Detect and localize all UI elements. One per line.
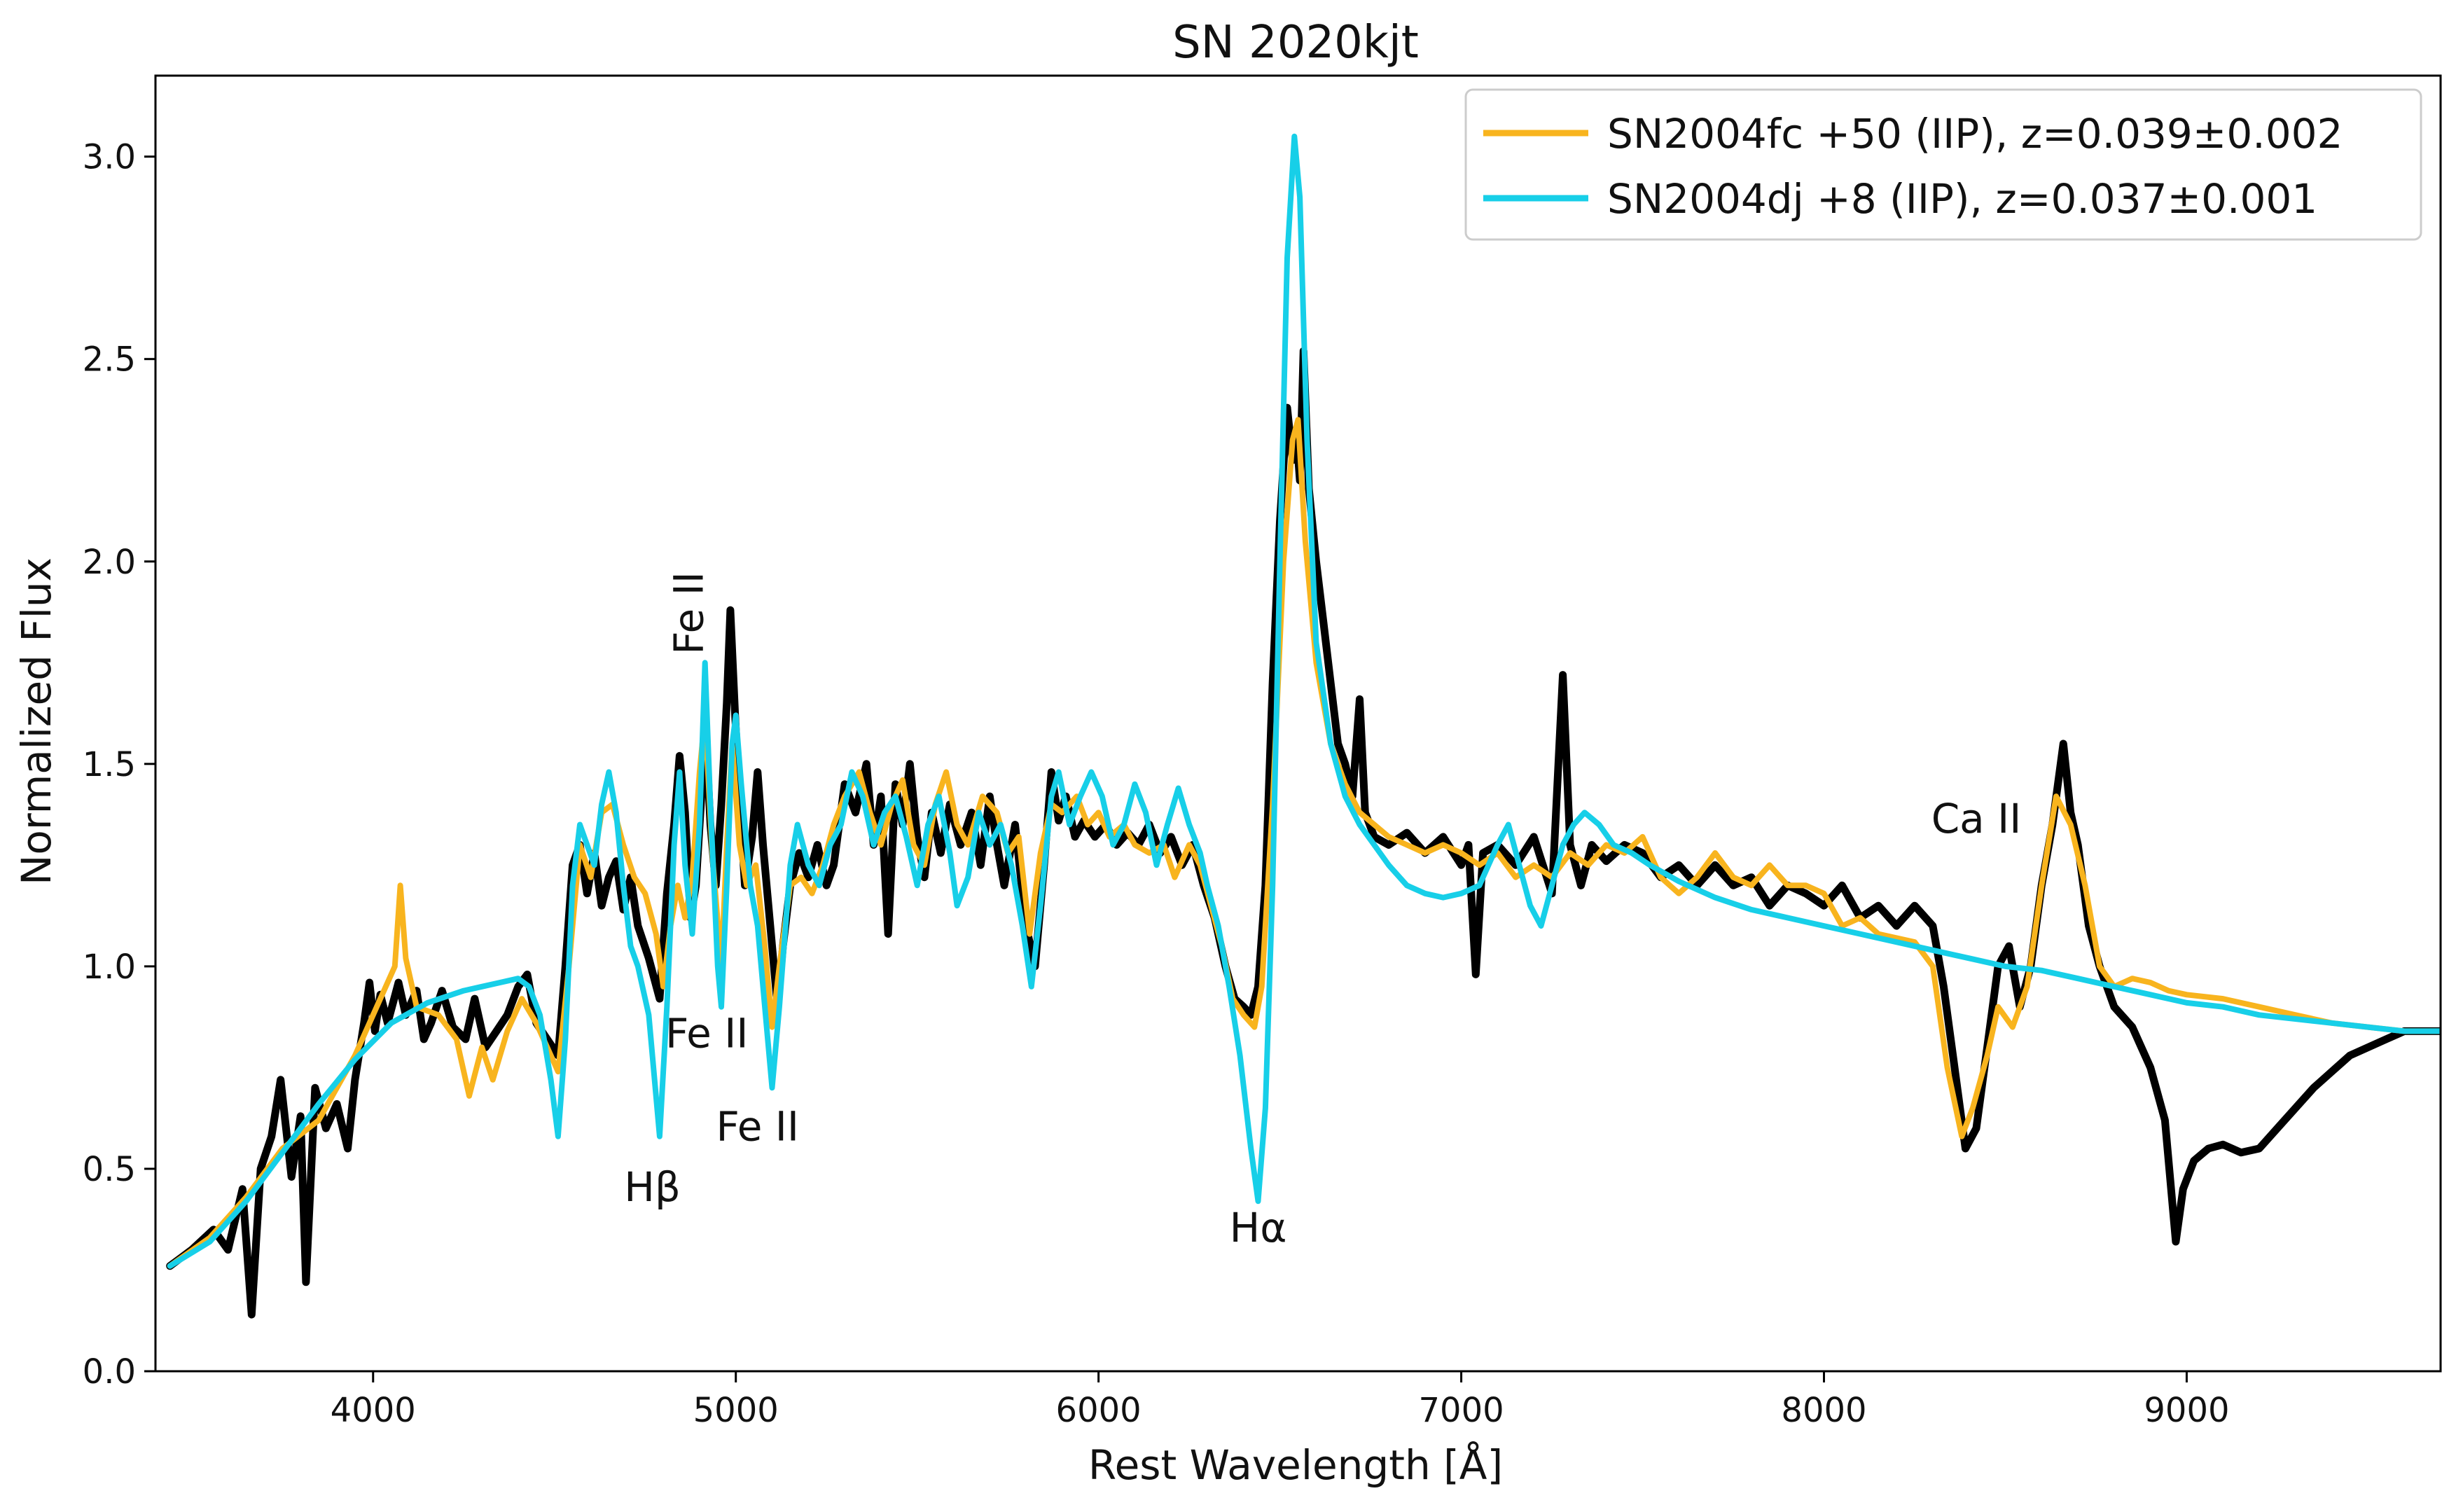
x-tick-label: 4000 [331,1391,416,1430]
y-axis: 0.0 0.5 1.0 1.5 2.0 2.5 3.0 [83,138,155,1392]
x-tick-label: 5000 [693,1391,779,1430]
annotation-label: Fe II [665,571,712,655]
series-sn2004dj-line [167,133,2441,1269]
plot-region [166,133,2441,1319]
legend-box [1464,88,2422,241]
annotation-label: Fe II [665,1010,749,1057]
y-tick-label: 2.5 [83,340,136,380]
legend-label-sn2004fc: SN2004fc +50 (IIP), z=0.039±0.002 [1607,110,2343,158]
x-tick-label: 7000 [1418,1391,1504,1430]
series-observed-line [166,347,2441,1319]
y-tick-label: 2.0 [83,543,136,582]
x-tick-label: 9000 [2144,1391,2229,1430]
legend: SN2004fc +50 (IIP), z=0.039±0.002 SN2004… [1464,88,2422,241]
y-tick-label: 1.5 [83,745,136,784]
x-axis-label: Rest Wavelength [Å] [1088,1441,1503,1489]
y-tick-label: 0.5 [83,1150,136,1189]
chart-title: SN 2020kjt [1172,17,1419,69]
annotation-label: Ca II [1931,795,2022,842]
x-axis: 4000 5000 6000 7000 8000 9000 [331,1371,2230,1430]
x-tick-label: 8000 [1781,1391,1866,1430]
annotation-label: Hα [1230,1204,1287,1251]
line-annotations: Fe II Fe II Fe II Hβ Hα Ca II [624,571,2021,1251]
plot-frame [154,74,2442,1373]
y-tick-label: 1.0 [83,948,136,987]
annotation-label: Fe II [716,1102,800,1150]
legend-label-sn2004dj: SN2004dj +8 (IIP), z=0.037±0.001 [1607,175,2317,223]
x-tick-label: 6000 [1056,1391,1142,1430]
y-tick-label: 0.0 [83,1352,136,1392]
annotation-label: Hβ [624,1163,681,1211]
y-tick-label: 3.0 [83,138,136,177]
y-axis-label: Normalized Flux [13,557,60,885]
